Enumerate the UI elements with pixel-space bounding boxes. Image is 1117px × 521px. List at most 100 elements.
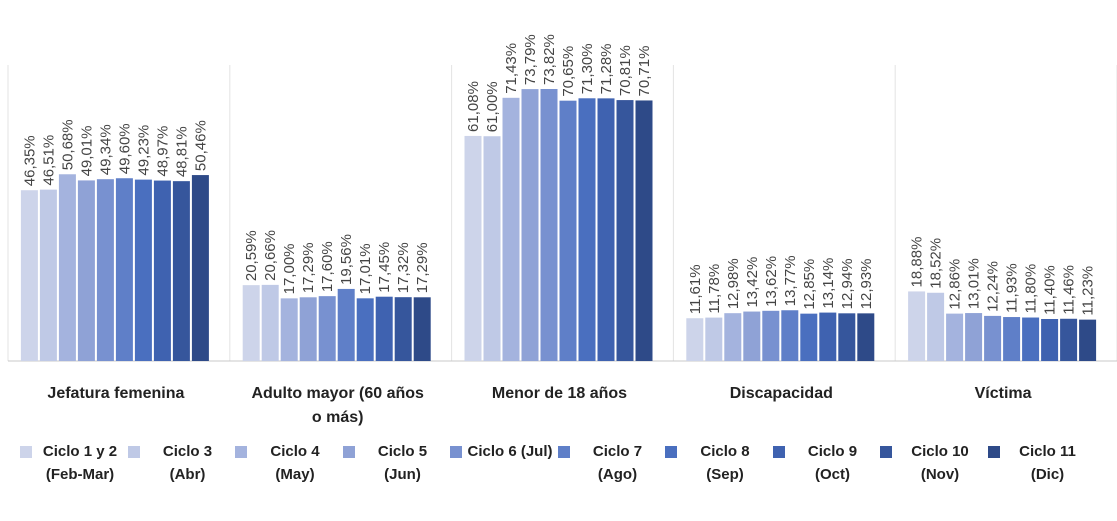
bar [705, 317, 723, 361]
data-label: 73,79% [522, 34, 539, 85]
bar [946, 313, 964, 361]
legend-label: Ciclo 11 (Dic) [1019, 443, 1076, 483]
bar [375, 296, 393, 361]
data-label: 11,23% [1080, 266, 1097, 316]
bar [686, 318, 704, 361]
legend-item: Ciclo 10 (Nov) [880, 440, 984, 486]
bar [521, 89, 539, 362]
data-label: 11,78% [706, 264, 723, 314]
legend-swatch [557, 446, 570, 458]
bar [616, 100, 634, 361]
data-label: 70,71% [636, 46, 653, 97]
legend-label: Ciclo 3 (Abr) [162, 443, 213, 483]
bar [984, 315, 1002, 361]
data-label: 70,65% [560, 46, 577, 97]
data-label: 49,60% [116, 123, 133, 174]
legend-swatch [235, 446, 247, 458]
legend-label: Ciclo 9 (Oct) [807, 443, 858, 483]
legend-label: Ciclo 7 (Ago) [592, 443, 643, 483]
data-label: 17,00% [281, 243, 298, 294]
data-label: 11,80% [1023, 264, 1040, 314]
data-label: 17,01% [357, 243, 374, 294]
bar [927, 292, 945, 361]
data-label: 48,81% [173, 126, 190, 177]
data-label: 18,52% [928, 238, 945, 289]
bar [502, 97, 520, 362]
legend-item: Ciclo 9 (Oct) [772, 440, 877, 486]
data-label: 11,40% [1042, 265, 1059, 315]
legend-swatch [665, 446, 677, 458]
data-label: 12,24% [985, 261, 1002, 312]
legend-label: Ciclo 4 (May) [270, 443, 320, 483]
bar [20, 190, 38, 361]
bar [318, 296, 336, 361]
bar [134, 179, 152, 361]
bar [1060, 318, 1078, 361]
data-label: 13,77% [782, 255, 799, 306]
data-label: 71,43% [503, 43, 520, 94]
legend-item: Ciclo 1 y 2 (Feb-Mar) [20, 440, 124, 486]
bar [261, 284, 279, 361]
bar [464, 135, 482, 361]
data-label: 17,45% [376, 242, 393, 293]
bar [413, 297, 431, 361]
legend-swatch [20, 446, 32, 458]
data-label: 12,98% [725, 258, 742, 309]
legend-item: Ciclo 8 (Sep) [665, 440, 769, 486]
legend-swatch [127, 446, 140, 458]
data-label: 61,00% [484, 81, 501, 132]
data-label: 11,93% [1004, 263, 1021, 313]
legend-item: Ciclo 4 (May) [235, 440, 339, 486]
bar [77, 180, 95, 361]
data-label: 49,23% [135, 125, 152, 176]
bar [483, 136, 501, 361]
bar [172, 181, 190, 361]
bar [965, 313, 983, 361]
data-label: 17,29% [414, 242, 431, 293]
legend-item: Ciclo 7 (Ago) [557, 440, 662, 486]
category-label: Adulto mayor (60 años o más) [251, 385, 424, 426]
bar [743, 311, 761, 361]
data-label: 11,61% [687, 264, 704, 314]
bar [540, 89, 558, 361]
data-label: 46,35% [21, 135, 38, 186]
bar [337, 288, 355, 361]
data-label: 13,01% [966, 258, 983, 309]
bar [908, 291, 926, 361]
bar [819, 312, 837, 361]
legend-label: Ciclo 6 (Jul) [467, 443, 553, 460]
data-label: 12,94% [839, 258, 856, 309]
bar [280, 298, 298, 361]
data-label: 19,56% [338, 234, 355, 285]
data-label: 71,28% [598, 43, 615, 94]
category-label: Jefatura femenina [47, 385, 185, 402]
legend-item: Ciclo 6 (Jul) [450, 440, 554, 463]
legend-item: Ciclo 5 (Jun) [342, 440, 447, 486]
bar [597, 98, 615, 361]
bar [58, 174, 76, 361]
bar [1003, 317, 1021, 361]
legend-swatch [342, 446, 355, 458]
bar [559, 100, 577, 362]
bar [800, 313, 818, 361]
data-label: 70,81% [617, 45, 634, 96]
bar [115, 178, 133, 361]
bar [635, 100, 653, 361]
legend-swatch [450, 446, 462, 458]
legend-item: Ciclo 3 (Abr) [127, 440, 232, 486]
data-label: 73,82% [541, 34, 558, 85]
legend-swatch [987, 446, 1000, 458]
data-label: 61,08% [465, 81, 482, 132]
category-label: Menor de 18 años [491, 385, 628, 402]
legend-label: Ciclo 10 (Nov) [911, 443, 969, 483]
bar [153, 180, 171, 361]
data-label: 50,68% [59, 119, 76, 170]
data-label: 49,01% [78, 126, 95, 177]
legend-swatch [880, 446, 892, 458]
bar [1022, 317, 1040, 361]
data-label: 13,42% [744, 257, 761, 308]
bar [242, 285, 260, 361]
bar [39, 189, 57, 361]
bar [838, 313, 856, 361]
bar [96, 179, 114, 361]
